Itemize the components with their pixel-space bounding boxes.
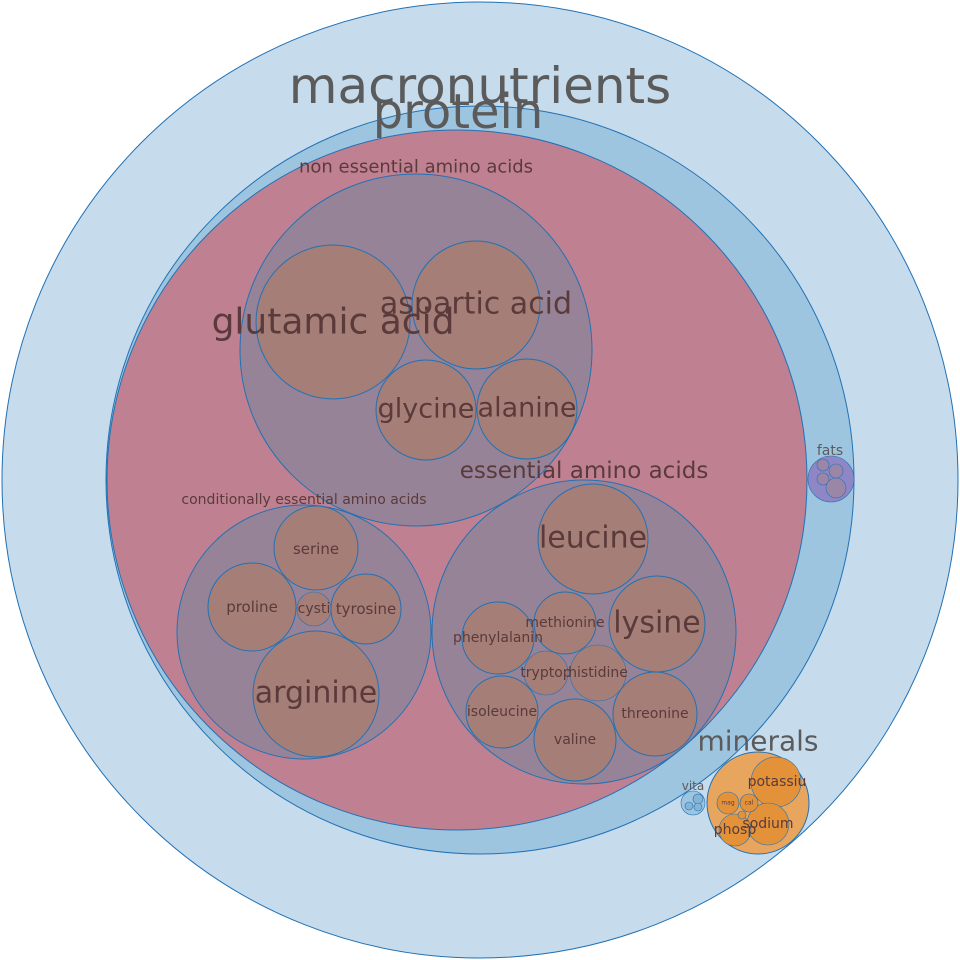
circle-arginine <box>252 630 380 758</box>
label-valine: valine <box>554 732 596 748</box>
label-glutamic: glutamic acid <box>212 302 455 343</box>
circle-aspartic <box>411 240 541 370</box>
label-arginine: arginine <box>255 676 377 711</box>
label-leucine: leucine <box>539 521 647 556</box>
label-potassium: potassiu <box>748 774 807 790</box>
label-threonine: threonine <box>621 706 688 722</box>
label-isoleucine: isoleucine <box>467 704 537 720</box>
label-fats: fats <box>817 443 843 459</box>
circle-phenylalanine <box>461 601 535 675</box>
label-aspartic: aspartic acid <box>380 287 572 322</box>
circle-glycine <box>375 359 477 461</box>
label-macronutrients: macronutrients <box>289 57 671 115</box>
circle-leucine <box>537 483 649 595</box>
circle-phosphorus <box>718 813 752 847</box>
circle-vit-a <box>692 793 704 805</box>
circle-tryptophan <box>523 650 569 696</box>
label-methionine: methionine <box>525 615 604 631</box>
circle-valine <box>533 698 617 782</box>
circle-fats-c <box>816 472 830 486</box>
circle-tyrosine <box>330 573 402 645</box>
label-nonessential: non essential amino acids <box>299 157 533 178</box>
label-tyrosine: tyrosine <box>336 600 397 618</box>
label-minerals: minerals <box>697 725 818 758</box>
label-sodium: sodium <box>742 816 793 832</box>
label-protein: protein <box>373 84 544 140</box>
label-glycine: glycine <box>378 394 475 425</box>
label-calcium: cal <box>745 800 754 807</box>
circle-isoleucine <box>465 675 539 749</box>
label-essential: essential amino acids <box>460 458 709 484</box>
circle-proline <box>207 562 297 652</box>
label-alanine: alanine <box>478 393 577 424</box>
circle-alanine <box>476 358 578 460</box>
circle-fats-d <box>825 477 847 499</box>
circle-histidine <box>569 644 627 702</box>
circle-vit-c <box>693 802 703 812</box>
label-cystine: cysti <box>298 601 331 617</box>
label-phosphorus: phosp <box>714 822 757 838</box>
label-vitamins: vita <box>682 779 705 793</box>
label-histidine: histidine <box>568 665 628 681</box>
circle-serine <box>273 505 359 591</box>
label-serine: serine <box>293 540 339 558</box>
circle-vit-b <box>684 801 694 811</box>
label-tryptophan: tryptop <box>520 665 571 681</box>
circle-methionine <box>533 591 597 655</box>
circle-threonine <box>612 671 698 757</box>
label-phenylalanine: phenylalanin <box>453 630 543 646</box>
circle-magnesium <box>716 791 740 815</box>
label-conditional: conditionally essential amino acids <box>181 492 426 508</box>
circle-calcium <box>739 793 759 813</box>
label-magnesium: mag <box>721 800 735 807</box>
label-lysine: lysine <box>613 606 701 641</box>
circle-glutamic <box>255 244 411 400</box>
circle-fats-a <box>816 458 830 472</box>
label-proline: proline <box>226 598 278 616</box>
circle-mineral-trace <box>737 810 747 820</box>
circle-fats-b <box>828 463 844 479</box>
